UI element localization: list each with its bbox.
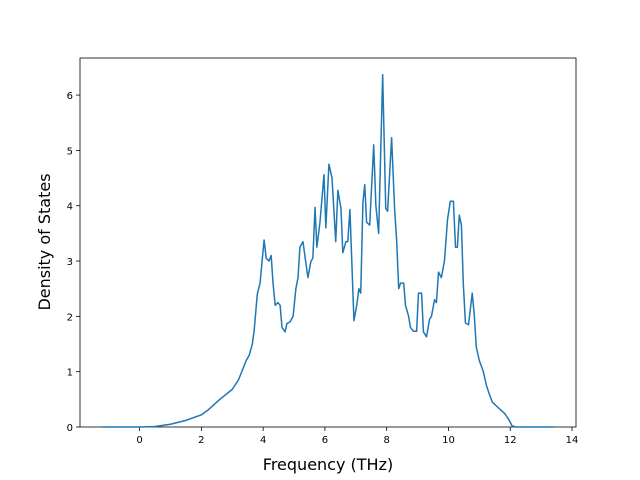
x-tick-label: 4 (260, 435, 266, 446)
y-tick-label: 6 (67, 91, 73, 102)
line (102, 73, 554, 428)
axes-frame (79, 57, 577, 428)
x-tick-label: 10 (442, 435, 455, 446)
x-tick-label: 6 (322, 435, 328, 446)
y-axis-label: Density of States (35, 173, 54, 310)
x-tick-label: 2 (198, 435, 204, 446)
y-tick-label: 3 (67, 257, 73, 268)
x-axis-label: Frequency (THz) (263, 455, 393, 474)
x-tick-label: 0 (136, 435, 142, 446)
x-tick-label: 14 (566, 435, 579, 446)
y-tick-label: 5 (67, 146, 73, 157)
y-tick-label: 1 (67, 368, 73, 379)
x-tick-label: 12 (504, 435, 517, 446)
x-tick-label: 8 (383, 435, 389, 446)
y-tick-label: 4 (67, 202, 73, 213)
y-tick-label: 2 (67, 312, 73, 323)
y-tick-label: 0 (67, 423, 73, 434)
